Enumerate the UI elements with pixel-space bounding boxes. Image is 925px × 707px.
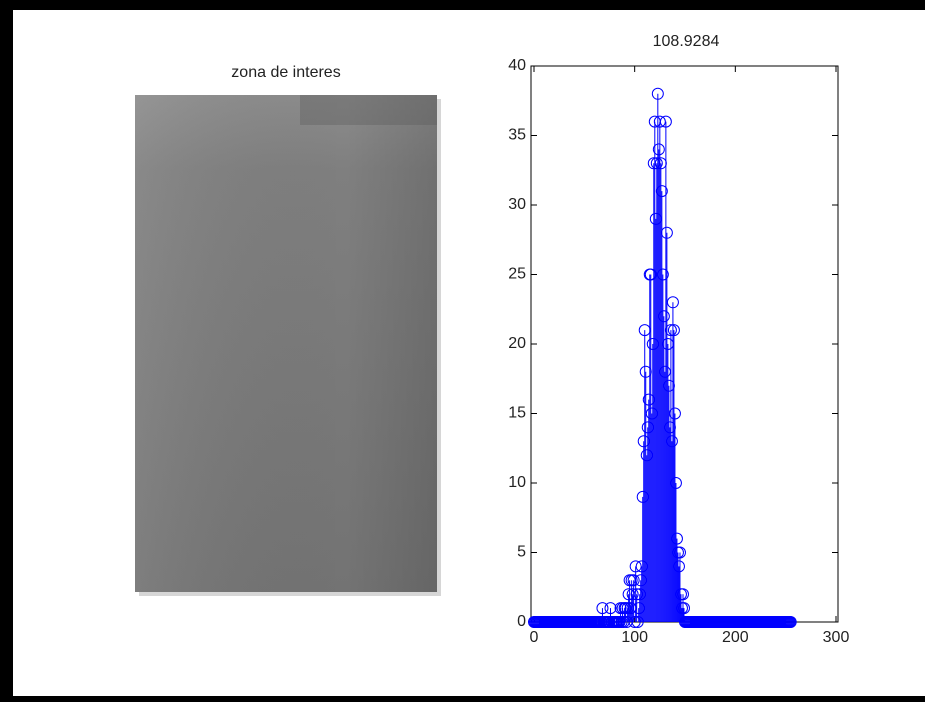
- y-tick-label: 20: [508, 335, 526, 352]
- y-tick-label: 35: [508, 127, 526, 144]
- y-tick-label: 30: [508, 196, 526, 213]
- x-tick-label: 100: [621, 629, 648, 646]
- image-dark-patch: [300, 95, 437, 125]
- x-tick-label: 200: [722, 629, 749, 646]
- y-tick-label: 25: [508, 266, 526, 283]
- y-tick-label: 10: [508, 474, 526, 491]
- frame-bottom: [0, 696, 925, 702]
- y-tick-label: 5: [517, 544, 526, 561]
- chart-title: 108.9284: [653, 33, 720, 50]
- y-tick-label: 40: [508, 57, 526, 74]
- frame-left: [0, 0, 13, 702]
- image-shade: [135, 95, 437, 592]
- page: {"image": {"title": "zona de interes"}, …: [0, 0, 925, 702]
- frame-top: [0, 0, 925, 10]
- y-tick-label: 15: [508, 405, 526, 422]
- x-tick-label: 0: [530, 629, 539, 646]
- figure: zona de interes 108.9284 0 5 10 15 20 25 30 35 4…: [0, 0, 925, 702]
- y-tick-label: 0: [517, 613, 526, 630]
- x-tick-label: 300: [823, 629, 850, 646]
- image-title: zona de interes: [231, 64, 340, 81]
